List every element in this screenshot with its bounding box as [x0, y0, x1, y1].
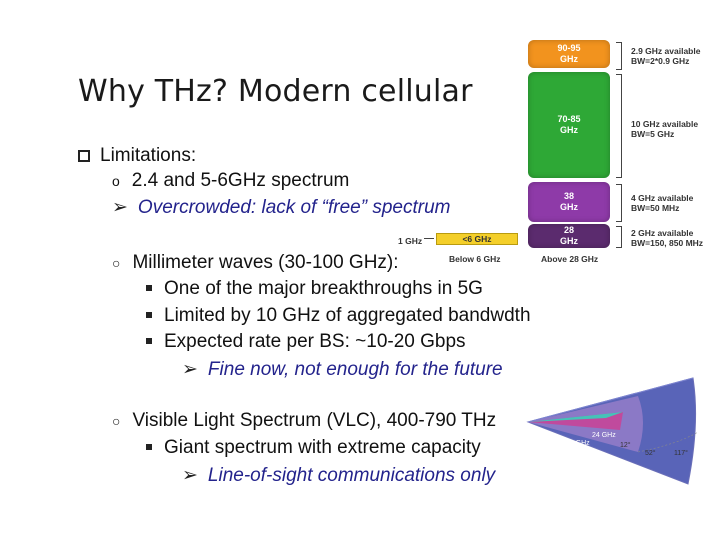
band-28: 28 GHz: [528, 224, 610, 248]
square-bullet-icon: [146, 312, 152, 318]
circle-bullet-icon: o: [112, 173, 120, 189]
bullet-overcrowded: ➢ Overcrowded: lack of “free” spectrum: [112, 196, 450, 219]
mm-conclusion-text: Fine now, not enough for the future: [207, 359, 503, 380]
mm-b3-text: Expected rate per BS: ~10-20 Gbps: [164, 331, 466, 352]
bracket: [616, 184, 622, 222]
arrow-bullet-icon: ➢: [182, 359, 198, 380]
bullet-vlc-1: Giant spectrum with extreme capacity: [146, 437, 481, 459]
arrow-bullet-icon: ➢: [112, 197, 128, 218]
beamwidth-fan-chart: 2.4 GHz 5.8 GHz 24 GHz 12° 52° 117°: [514, 377, 699, 485]
band-lt6-bar: <6 GHz: [436, 233, 518, 245]
annotation-28: 2 GHz available BW=150, 850 MHz: [631, 228, 704, 248]
one-ghz-label: 1 GHz: [398, 236, 423, 246]
band-70-85: 70-85 GHz: [528, 72, 610, 178]
band-90-95-label: 90-95 GHz: [557, 43, 581, 64]
annotation-38: 4 GHz available BW=50 MHz: [631, 193, 694, 213]
label-58ghz: 5.8 GHz: [564, 440, 590, 447]
circle-bullet-icon: ○: [112, 413, 121, 429]
mm-b2-text: Limited by 10 GHz of aggregated bandwdth: [164, 305, 531, 326]
above-28-label: Above 28 GHz: [541, 254, 599, 264]
bracket: [616, 42, 622, 70]
circle-bullet-icon: ○: [112, 255, 121, 271]
sector-teal: [528, 412, 623, 422]
band-28-label: 28 GHz: [560, 225, 578, 246]
axis-tick: [424, 238, 434, 239]
mm-b1-text: One of the major breakthroughs in 5G: [164, 278, 483, 299]
square-bullet-icon: [146, 444, 152, 450]
bullet-mm-conclusion: ➢ Fine now, not enough for the future: [182, 358, 503, 381]
band-90-95: 90-95 GHz: [528, 40, 610, 68]
square-bullet-icon: [146, 285, 152, 291]
angle-117: 117°: [674, 449, 688, 457]
overcrowded-text: Overcrowded: lack of “free” spectrum: [137, 197, 451, 218]
band-38-label: 38 GHz: [560, 191, 578, 212]
mmwave-text: Millimeter waves (30-100 GHz):: [132, 252, 399, 273]
label-24ghz-small: 24 GHz: [592, 432, 616, 439]
vlc-text: Visible Light Spectrum (VLC), 400-790 TH…: [132, 410, 497, 431]
page-title: Why THz? Modern cellular: [78, 74, 473, 109]
spectrum-text: 2.4 and 5-6GHz spectrum: [131, 170, 350, 191]
label-24ghz: 2.4 GHz: [514, 447, 543, 456]
angle-52: 52°: [645, 449, 656, 457]
vlc-conclusion-text: Line-of-sight communications only: [207, 465, 496, 486]
bracket: [616, 74, 622, 178]
bracket: [616, 226, 622, 248]
bullet-mm-2: Limited by 10 GHz of aggregated bandwdth: [146, 305, 531, 327]
bullet-vlc-conclusion: ➢ Line-of-sight communications only: [182, 464, 495, 487]
bullet-limitations: Limitations:: [78, 145, 196, 167]
checkbox-bullet-icon: [78, 150, 90, 162]
bullet-spectrum: o 2.4 and 5-6GHz spectrum: [112, 170, 349, 192]
bullet-vlc: ○ Visible Light Spectrum (VLC), 400-790 T…: [112, 410, 496, 432]
below-6-label: Below 6 GHz: [449, 254, 501, 264]
angle-12: 12°: [620, 441, 631, 449]
band-70-85-label: 70-85 GHz: [557, 114, 581, 135]
annotation-70-85: 10 GHz available BW=5 GHz: [631, 119, 699, 139]
limitations-text: Limitations:: [100, 145, 197, 166]
arrow-bullet-icon: ➢: [182, 465, 198, 486]
bullet-mmwave: ○ Millimeter waves (30-100 GHz):: [112, 252, 399, 274]
band-lt6-label: <6 GHz: [462, 234, 492, 244]
bullet-mm-1: One of the major breakthroughs in 5G: [146, 278, 483, 300]
square-bullet-icon: [146, 338, 152, 344]
band-38: 38 GHz: [528, 182, 610, 222]
bullet-mm-3: Expected rate per BS: ~10-20 Gbps: [146, 331, 466, 353]
vlc-b1-text: Giant spectrum with extreme capacity: [164, 437, 481, 458]
annotation-90-95: 2.9 GHz available BW=2*0.9 GHz: [631, 46, 701, 66]
